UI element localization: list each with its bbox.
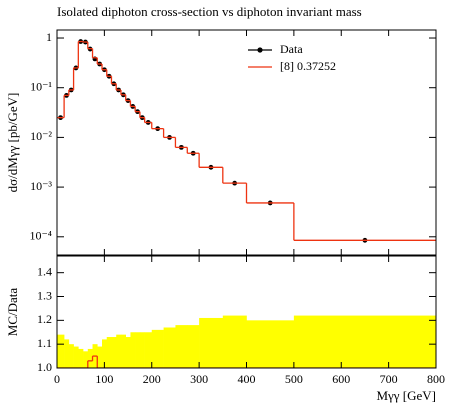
uncertainty-band xyxy=(116,334,122,368)
y-tick-label: 10⁻³ xyxy=(30,179,52,193)
legend-label: [8] 0.37252 xyxy=(280,59,336,73)
y-tick-label: 1.4 xyxy=(37,264,52,278)
uncertainty-band xyxy=(151,329,164,368)
x-tick-label: 400 xyxy=(238,372,256,386)
uncertainty-band xyxy=(246,320,295,368)
legend-label: Data xyxy=(280,42,303,56)
uncertainty-band xyxy=(120,334,126,368)
uncertainty-band xyxy=(163,327,176,368)
y-axis-label: MC/Data xyxy=(5,288,20,337)
y-axis-label: dσ/dMγγ [pb/GeV] xyxy=(5,93,20,193)
uncertainty-band xyxy=(199,317,224,368)
chart-title: Isolated diphoton cross-section vs dipho… xyxy=(57,4,362,19)
y-tick-label: 1.3 xyxy=(37,288,52,302)
uncertainty-band xyxy=(293,315,436,368)
uncertainty-band xyxy=(125,337,131,368)
uncertainty-band xyxy=(130,332,136,368)
uncertainty-band xyxy=(222,315,247,368)
uncertainty-band xyxy=(78,348,84,368)
x-tick-label: 500 xyxy=(285,372,303,386)
x-tick-label: 800 xyxy=(427,372,445,386)
uncertainty-band xyxy=(87,348,93,368)
legend-marker xyxy=(257,47,263,53)
x-tick-label: 200 xyxy=(143,372,161,386)
y-tick-label: 10⁻⁴ xyxy=(29,229,52,243)
x-tick-label: 100 xyxy=(95,372,113,386)
uncertainty-band xyxy=(106,337,112,368)
y-tick-label: 10⁻² xyxy=(30,129,52,143)
uncertainty-band xyxy=(187,325,200,368)
y-tick-label: 1.1 xyxy=(37,336,52,350)
uncertainty-band xyxy=(139,332,145,368)
plot-area xyxy=(57,39,436,243)
y-tick-label: 1 xyxy=(46,30,52,44)
uncertainty-band xyxy=(64,339,70,368)
y-tick-label: 10⁻¹ xyxy=(30,79,52,93)
uncertainty-band xyxy=(68,344,74,368)
plot-area xyxy=(57,315,436,368)
x-tick-label: 0 xyxy=(54,372,60,386)
uncertainty-band xyxy=(97,346,103,368)
x-tick-label: 300 xyxy=(190,372,208,386)
uncertainty-band xyxy=(102,339,108,368)
x-tick-label: 700 xyxy=(380,372,398,386)
uncertainty-band xyxy=(57,334,65,368)
x-axis-label: Mγγ [GeV] xyxy=(376,388,436,403)
uncertainty-band xyxy=(73,346,79,368)
y-tick-label: 1.0 xyxy=(37,360,52,374)
uncertainty-band xyxy=(83,351,89,368)
uncertainty-band xyxy=(111,337,117,368)
y-tick-label: 1.2 xyxy=(37,312,52,326)
x-tick-label: 600 xyxy=(332,372,350,386)
uncertainty-band xyxy=(175,325,188,368)
uncertainty-band xyxy=(144,332,153,368)
panel-frame xyxy=(56,29,437,256)
uncertainty-band xyxy=(135,332,141,368)
